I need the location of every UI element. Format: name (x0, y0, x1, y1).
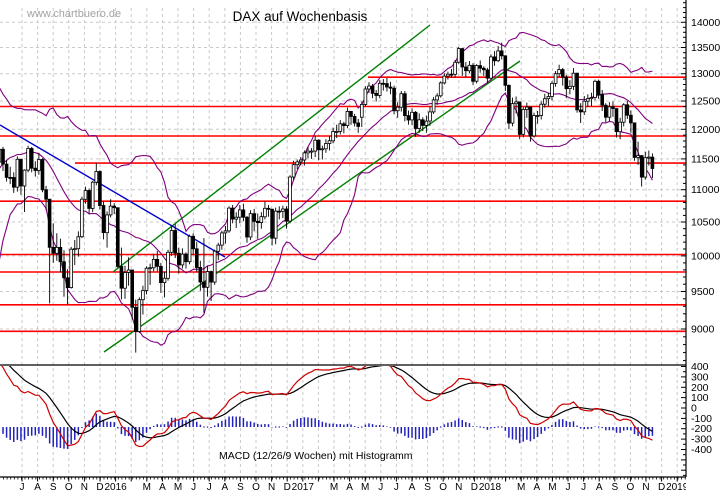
macd-layer (1, 366, 654, 449)
price-tick-label: 13000 (691, 68, 720, 80)
month-tick-label: J (20, 482, 25, 493)
month-tick-label: A (346, 482, 353, 493)
month-tick-label: O (252, 482, 260, 493)
month-tick-label: M (517, 482, 525, 493)
price-tick-label: 11000 (691, 184, 720, 196)
price-tick-label: 10500 (691, 217, 720, 229)
green-channel-lower (103, 60, 521, 353)
month-tick-label: A (596, 482, 603, 493)
month-tick-label: A (221, 482, 228, 493)
watermark: www.chartbuero.de (27, 8, 122, 20)
blue-downtrend (0, 124, 226, 258)
month-tick-label: N (455, 482, 462, 493)
month-tick-label: 2016 (104, 482, 127, 493)
month-tick-label: M (361, 482, 369, 493)
month-tick-label: A (159, 482, 166, 493)
month-tick-label: M (330, 482, 338, 493)
month-tick-label: 2017 (292, 482, 315, 493)
month-tick-label: M (143, 482, 151, 493)
month-tick-label: S (424, 482, 431, 493)
grid-layer (0, 8, 686, 477)
month-tick-label: A (409, 482, 416, 493)
macd-tick-label: 300 (691, 371, 709, 383)
month-tick-label: N (268, 482, 275, 493)
macd-tick-label: -100 (691, 413, 712, 425)
macd-tick-label: 200 (691, 382, 709, 394)
month-tick-label: S (237, 482, 244, 493)
support-resistance-lines (0, 76, 686, 333)
month-tick-label: M (548, 482, 556, 493)
macd-tick-label: -300 (691, 434, 712, 446)
month-tick-label: O (439, 482, 447, 493)
green-channel-upper (112, 24, 431, 273)
month-tick-label: J (394, 482, 399, 493)
month-tick-label: A (533, 482, 540, 493)
month-tick-label: D (284, 482, 291, 493)
price-tick-label: 12000 (691, 124, 720, 136)
month-tick-label: O (65, 482, 73, 493)
month-tick-label: 2018 (479, 482, 502, 493)
macd-indicator-label: MACD (12/26/9 Wochen) mit Histogramm (219, 450, 413, 462)
month-tick-label: S (50, 482, 57, 493)
macd-tick-label: -200 (691, 423, 712, 435)
month-tick-label: J (581, 482, 586, 493)
month-tick-label: A (34, 482, 41, 493)
price-tick-label: 9000 (691, 324, 715, 336)
x-axis-labels: J A S O N D 2016 M A M J J A S O N D 2017 M A M J J A S O N D 2018 M A… (20, 482, 689, 493)
month-tick-label: N (81, 482, 88, 493)
trend-lines (0, 24, 521, 353)
price-tick-label: 12500 (691, 96, 720, 108)
month-tick-label: J (378, 482, 383, 493)
month-tick-label: J (207, 482, 212, 493)
price-tick-label: 13500 (691, 42, 720, 54)
macd-tick-label: 400 (691, 361, 709, 373)
month-tick-label: S (611, 482, 618, 493)
month-tick-label: J (191, 482, 196, 493)
month-tick-label: D (658, 482, 665, 493)
month-tick-label: D (96, 482, 103, 493)
price-tick-label: 11500 (691, 153, 720, 165)
month-tick-label: J (566, 482, 571, 493)
price-tick-label: 9500 (691, 286, 715, 298)
macd-tick-label: 0 (691, 403, 697, 415)
month-tick-label: N (642, 482, 649, 493)
month-tick-label: M (174, 482, 182, 493)
month-tick-label: 2019 (666, 482, 689, 493)
page-title: DAX auf Wochenbasis (232, 9, 368, 24)
macd-tick-label: -400 (691, 444, 712, 456)
month-tick-label: D (471, 482, 478, 493)
month-tick-label: O (627, 482, 635, 493)
price-tick-label: 14000 (691, 17, 720, 29)
price-tick-label: 10000 (691, 250, 720, 262)
axes-layer: 14000 13500 13000 12500 12000 11500 11000 10500… (0, 0, 720, 482)
macd-tick-label: 100 (691, 392, 709, 404)
candles-layer (0, 42, 655, 353)
